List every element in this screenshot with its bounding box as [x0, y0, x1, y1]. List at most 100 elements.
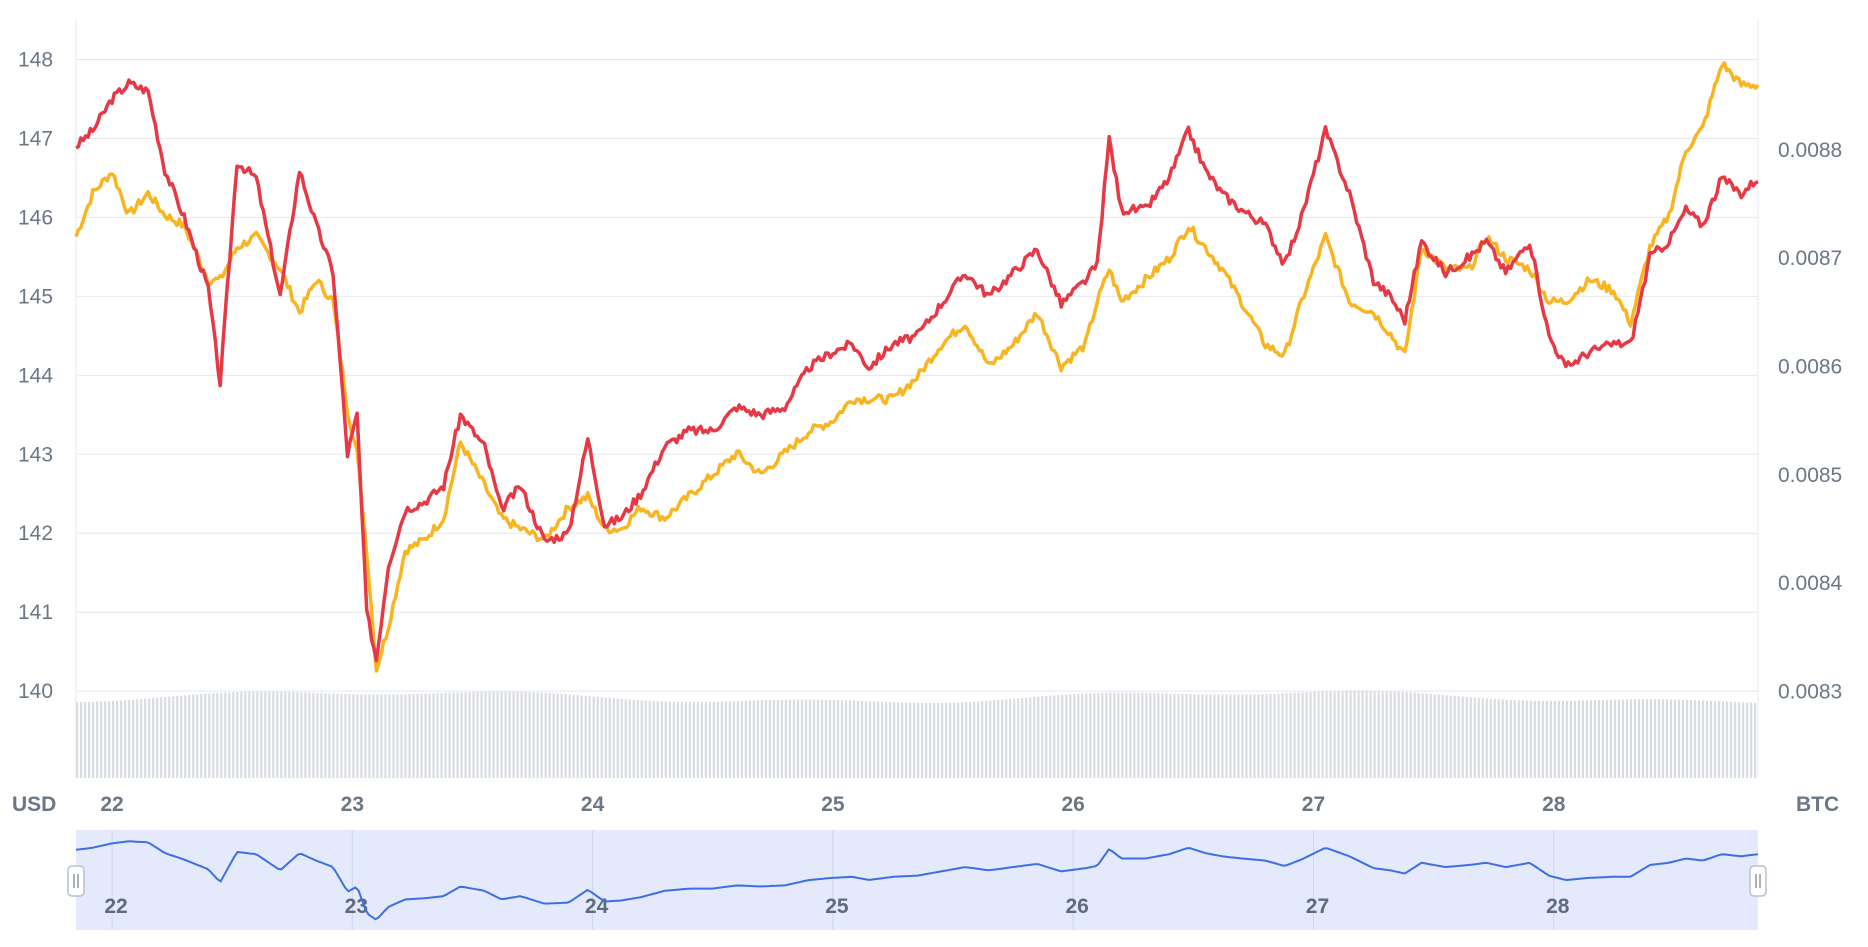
volume-bar — [1705, 700, 1709, 778]
volume-bar — [1697, 700, 1701, 778]
volume-bar — [796, 699, 800, 778]
volume-bar — [1365, 690, 1368, 778]
volume-bar — [1633, 699, 1637, 778]
volume-bar — [1573, 700, 1576, 778]
volume-bar — [188, 694, 191, 778]
volume-bar — [1033, 696, 1036, 778]
volume-bar — [1417, 692, 1420, 778]
volume-bar — [912, 702, 916, 778]
volume-bar — [1005, 699, 1008, 778]
handle-grip[interactable] — [67, 865, 85, 897]
volume-bar — [1309, 692, 1312, 778]
y-axis-right-tick: 0.0083 — [1778, 680, 1842, 703]
volume-bar — [1021, 697, 1024, 778]
volume-bar — [640, 700, 643, 778]
volume-bar — [804, 699, 808, 778]
volume-bar — [596, 696, 599, 778]
volume-bar — [1733, 701, 1737, 778]
volume-bar — [548, 693, 551, 778]
volume-bar — [216, 692, 219, 778]
volume-bar — [977, 701, 980, 778]
volume-bar — [933, 702, 936, 778]
volume-bar — [380, 694, 383, 778]
volume-bar — [1369, 690, 1372, 778]
volume-bar — [1749, 702, 1753, 778]
volume-bar — [965, 702, 968, 778]
volume-bar — [1337, 691, 1340, 778]
usd-price-line — [75, 78, 1759, 663]
y-axis-right-unit-label: BTC — [1796, 793, 1839, 816]
volume-bar — [412, 693, 415, 778]
volume-bar — [828, 699, 832, 778]
volume-bar — [464, 692, 467, 778]
volume-bar — [628, 699, 631, 778]
volume-bar — [176, 695, 179, 778]
volume-bar — [1741, 702, 1745, 778]
volume-bar — [1665, 699, 1669, 778]
volume-bar — [1557, 700, 1560, 778]
volume-bar — [816, 699, 820, 778]
volume-bar — [1097, 692, 1100, 778]
volume-bar — [212, 693, 215, 778]
volume-bar — [700, 701, 703, 778]
navigator[interactable]: 22 23 24 25 26 27 28 — [67, 830, 1767, 930]
volume-bar — [1621, 699, 1625, 778]
volume-bar — [632, 699, 635, 778]
volume-bar — [864, 701, 868, 778]
volume-bar — [264, 691, 267, 778]
volume-bar — [1209, 694, 1212, 778]
x-axis-tick: 25 — [821, 793, 845, 816]
volume-bar — [656, 701, 659, 778]
volume-bar — [1081, 693, 1084, 778]
volume-bar — [1101, 692, 1104, 778]
volume-bar — [1629, 699, 1633, 778]
volume-bar — [460, 692, 463, 778]
volume-bar — [80, 701, 83, 778]
volume-bar — [488, 691, 491, 778]
y-axis-right-tick: 0.0086 — [1778, 356, 1842, 379]
volume-bar — [1157, 693, 1160, 778]
handle-grip[interactable] — [1749, 865, 1767, 897]
volume-bar — [500, 691, 503, 778]
volume-bar — [812, 699, 816, 778]
volume-bar — [1177, 693, 1180, 778]
volume-bar — [1377, 690, 1380, 778]
volume-bar — [748, 700, 751, 778]
volume-bar — [132, 699, 135, 778]
navigator-tick: 24 — [585, 895, 609, 918]
volume-bar — [1181, 693, 1184, 778]
volume-bar — [1541, 700, 1544, 778]
volume-bar — [1641, 699, 1645, 778]
volume-bar — [949, 702, 952, 778]
volume-bar — [304, 692, 307, 778]
navigator-left-handle[interactable] — [67, 865, 85, 897]
series-lines — [74, 61, 1760, 673]
volume-bar — [1277, 693, 1280, 778]
volume-bar — [896, 702, 900, 778]
volume-bar — [776, 699, 780, 778]
volume-bar — [648, 700, 651, 778]
volume-bar — [172, 696, 175, 778]
volume-bar — [1577, 700, 1580, 778]
volume-bar — [1585, 700, 1588, 778]
volume-bar — [528, 692, 531, 778]
volume-bar — [112, 700, 115, 778]
volume-bar — [236, 692, 239, 778]
volume-bar — [680, 701, 683, 778]
volume-bar — [736, 701, 739, 778]
volume-bar — [256, 691, 259, 778]
volume-bar — [120, 700, 123, 778]
volume-bar — [1713, 700, 1717, 778]
volume-bar — [929, 702, 932, 778]
volume-bar — [160, 697, 163, 778]
volume-bar — [1581, 700, 1584, 778]
volume-bar — [556, 693, 559, 778]
volume-bar — [136, 699, 139, 778]
y-axis-right-tick: 0.0084 — [1778, 572, 1843, 595]
axes: USD BTC 140 141 142 143 144 145 146 147 148 0.008… — [12, 48, 1843, 816]
navigator-right-handle[interactable] — [1749, 865, 1767, 897]
navigator-selection[interactable] — [76, 830, 1758, 930]
volume-bar — [352, 694, 355, 778]
volume-bar — [272, 691, 275, 778]
volume-bar — [820, 699, 824, 778]
